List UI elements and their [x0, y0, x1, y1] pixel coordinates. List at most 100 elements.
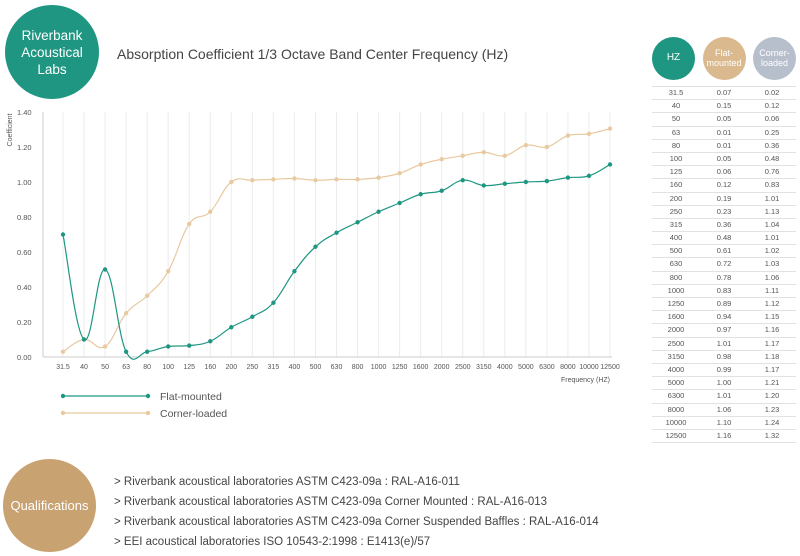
- cell-hz: 10000: [665, 417, 687, 427]
- cell-flat-mounted: 0.06: [716, 167, 732, 177]
- data-point: [565, 175, 571, 180]
- x-tick-label: 315: [268, 364, 280, 371]
- data-point: [481, 150, 486, 155]
- data-point: [313, 244, 318, 249]
- y-tick-label: 0.60: [17, 248, 32, 257]
- data-point: [208, 339, 213, 344]
- data-point: [565, 133, 571, 138]
- data-point: [376, 175, 381, 180]
- cell-corner-loaded: 1.01: [764, 233, 780, 243]
- y-tick-label: 0.40: [17, 283, 32, 292]
- data-point: [544, 144, 550, 150]
- cell-corner-loaded: 0.02: [764, 88, 780, 97]
- table-row: 6300 1.01 1.20: [652, 390, 796, 404]
- table-row: 630 0.72 1.03: [652, 258, 796, 272]
- data-point: [460, 178, 465, 183]
- cell-flat-mounted: 1.01: [716, 391, 732, 401]
- x-tick-label: 40: [80, 364, 88, 371]
- cell-flat-mounted: 0.98: [716, 351, 732, 361]
- x-tick-label: 10000: [579, 364, 599, 371]
- cell-hz: 125: [669, 167, 683, 177]
- table-row: 125 0.06 0.76: [652, 166, 796, 180]
- data-point: [607, 126, 613, 131]
- data-point: [292, 269, 297, 274]
- x-tick-label: 200: [225, 364, 237, 371]
- cell-hz: 8000: [667, 404, 685, 414]
- data-point: [397, 200, 402, 206]
- cell-flat-mounted: 0.01: [716, 127, 732, 137]
- data-point: [165, 344, 171, 349]
- header-hz: HZ: [652, 36, 695, 80]
- cell-flat-mounted: 0.07: [716, 88, 732, 97]
- table-row: 1600 0.94 1.15: [652, 311, 796, 325]
- data-point: [187, 221, 192, 227]
- table-header: HZ Flat- mounted Corner- loaded: [652, 36, 796, 80]
- cell-flat-mounted: 0.23: [716, 206, 732, 216]
- table-row: 160 0.12 0.83: [652, 179, 796, 193]
- cell-hz: 3150: [667, 351, 685, 361]
- data-point: [229, 179, 234, 185]
- cell-corner-loaded: 0.06: [764, 114, 780, 124]
- data-point: [355, 220, 360, 225]
- y-axis-label: Coefficient: [7, 113, 14, 146]
- data-point: [334, 230, 339, 235]
- cell-corner-loaded: 1.03: [764, 259, 780, 269]
- x-tick-label: 12500: [600, 364, 620, 371]
- cell-corner-loaded: 1.06: [764, 272, 780, 282]
- data-point: [439, 188, 444, 193]
- data-point: [229, 325, 234, 330]
- cell-flat-mounted: 1.06: [716, 404, 732, 414]
- cell-corner-loaded: 1.24: [764, 417, 780, 427]
- cell-hz: 1250: [667, 299, 685, 308]
- data-point: [313, 178, 318, 183]
- chart-title: Absorption Coefficient 1/3 Octave Band C…: [117, 46, 509, 62]
- data-point: [418, 162, 423, 167]
- x-tick-label: 2500: [455, 364, 471, 371]
- table-row: 1250 0.89 1.12: [652, 298, 796, 312]
- x-tick-label: 1600: [413, 364, 429, 371]
- table-row: 12500 1.16 1.32: [652, 430, 796, 444]
- cell-corner-loaded: 1.02: [764, 246, 780, 256]
- data-point: [165, 269, 171, 274]
- data-table: HZ Flat- mounted Corner- loaded 31.5 0.07…: [652, 36, 796, 444]
- cell-flat-mounted: 0.89: [716, 299, 732, 308]
- cell-corner-loaded: 1.17: [764, 338, 780, 348]
- data-point: [502, 153, 508, 158]
- cell-flat-mounted: 0.36: [716, 219, 732, 229]
- x-tick-label: 160: [204, 364, 216, 371]
- cell-hz: 63: [671, 127, 681, 137]
- cell-flat-mounted: 0.48: [716, 233, 732, 243]
- cell-corner-loaded: 1.15: [764, 312, 780, 322]
- cell-hz: 200: [669, 193, 683, 203]
- qualification-item: Riverbank acoustical laboratories ASTM C…: [114, 512, 599, 532]
- cell-hz: 630: [669, 259, 683, 269]
- cell-corner-loaded: 0.12: [764, 101, 780, 111]
- x-tick-label: 8000: [560, 364, 576, 371]
- data-point: [60, 349, 66, 354]
- data-point: [123, 349, 129, 354]
- cell-flat-mounted: 0.61: [716, 246, 732, 256]
- x-tick-label: 250: [247, 364, 259, 371]
- data-point: [187, 343, 192, 348]
- data-point: [102, 267, 108, 272]
- cell-corner-loaded: 0.48: [764, 153, 780, 163]
- cell-flat-mounted: 0.72: [716, 259, 732, 269]
- cell-hz: 250: [669, 206, 683, 216]
- y-tick-label: 1.00: [17, 178, 32, 187]
- cell-corner-loaded: 1.20: [764, 391, 780, 401]
- qualifications-badge: Qualifications: [3, 459, 96, 552]
- cell-hz: 1000: [667, 285, 685, 295]
- cell-flat-mounted: 0.05: [716, 153, 732, 163]
- data-point: [460, 153, 465, 158]
- cell-hz: 40: [671, 101, 681, 111]
- data-point: [81, 337, 87, 342]
- cell-corner-loaded: 0.83: [764, 180, 780, 190]
- cell-corner-loaded: 1.18: [764, 351, 780, 361]
- qualification-item: Riverbank acoustical laboratories ASTM C…: [114, 492, 599, 512]
- data-point: [250, 314, 255, 319]
- x-tick-label: 63: [122, 364, 130, 371]
- data-point: [334, 177, 339, 182]
- cell-flat-mounted: 0.19: [716, 193, 732, 203]
- cell-hz: 800: [669, 272, 683, 282]
- data-point: [292, 176, 297, 181]
